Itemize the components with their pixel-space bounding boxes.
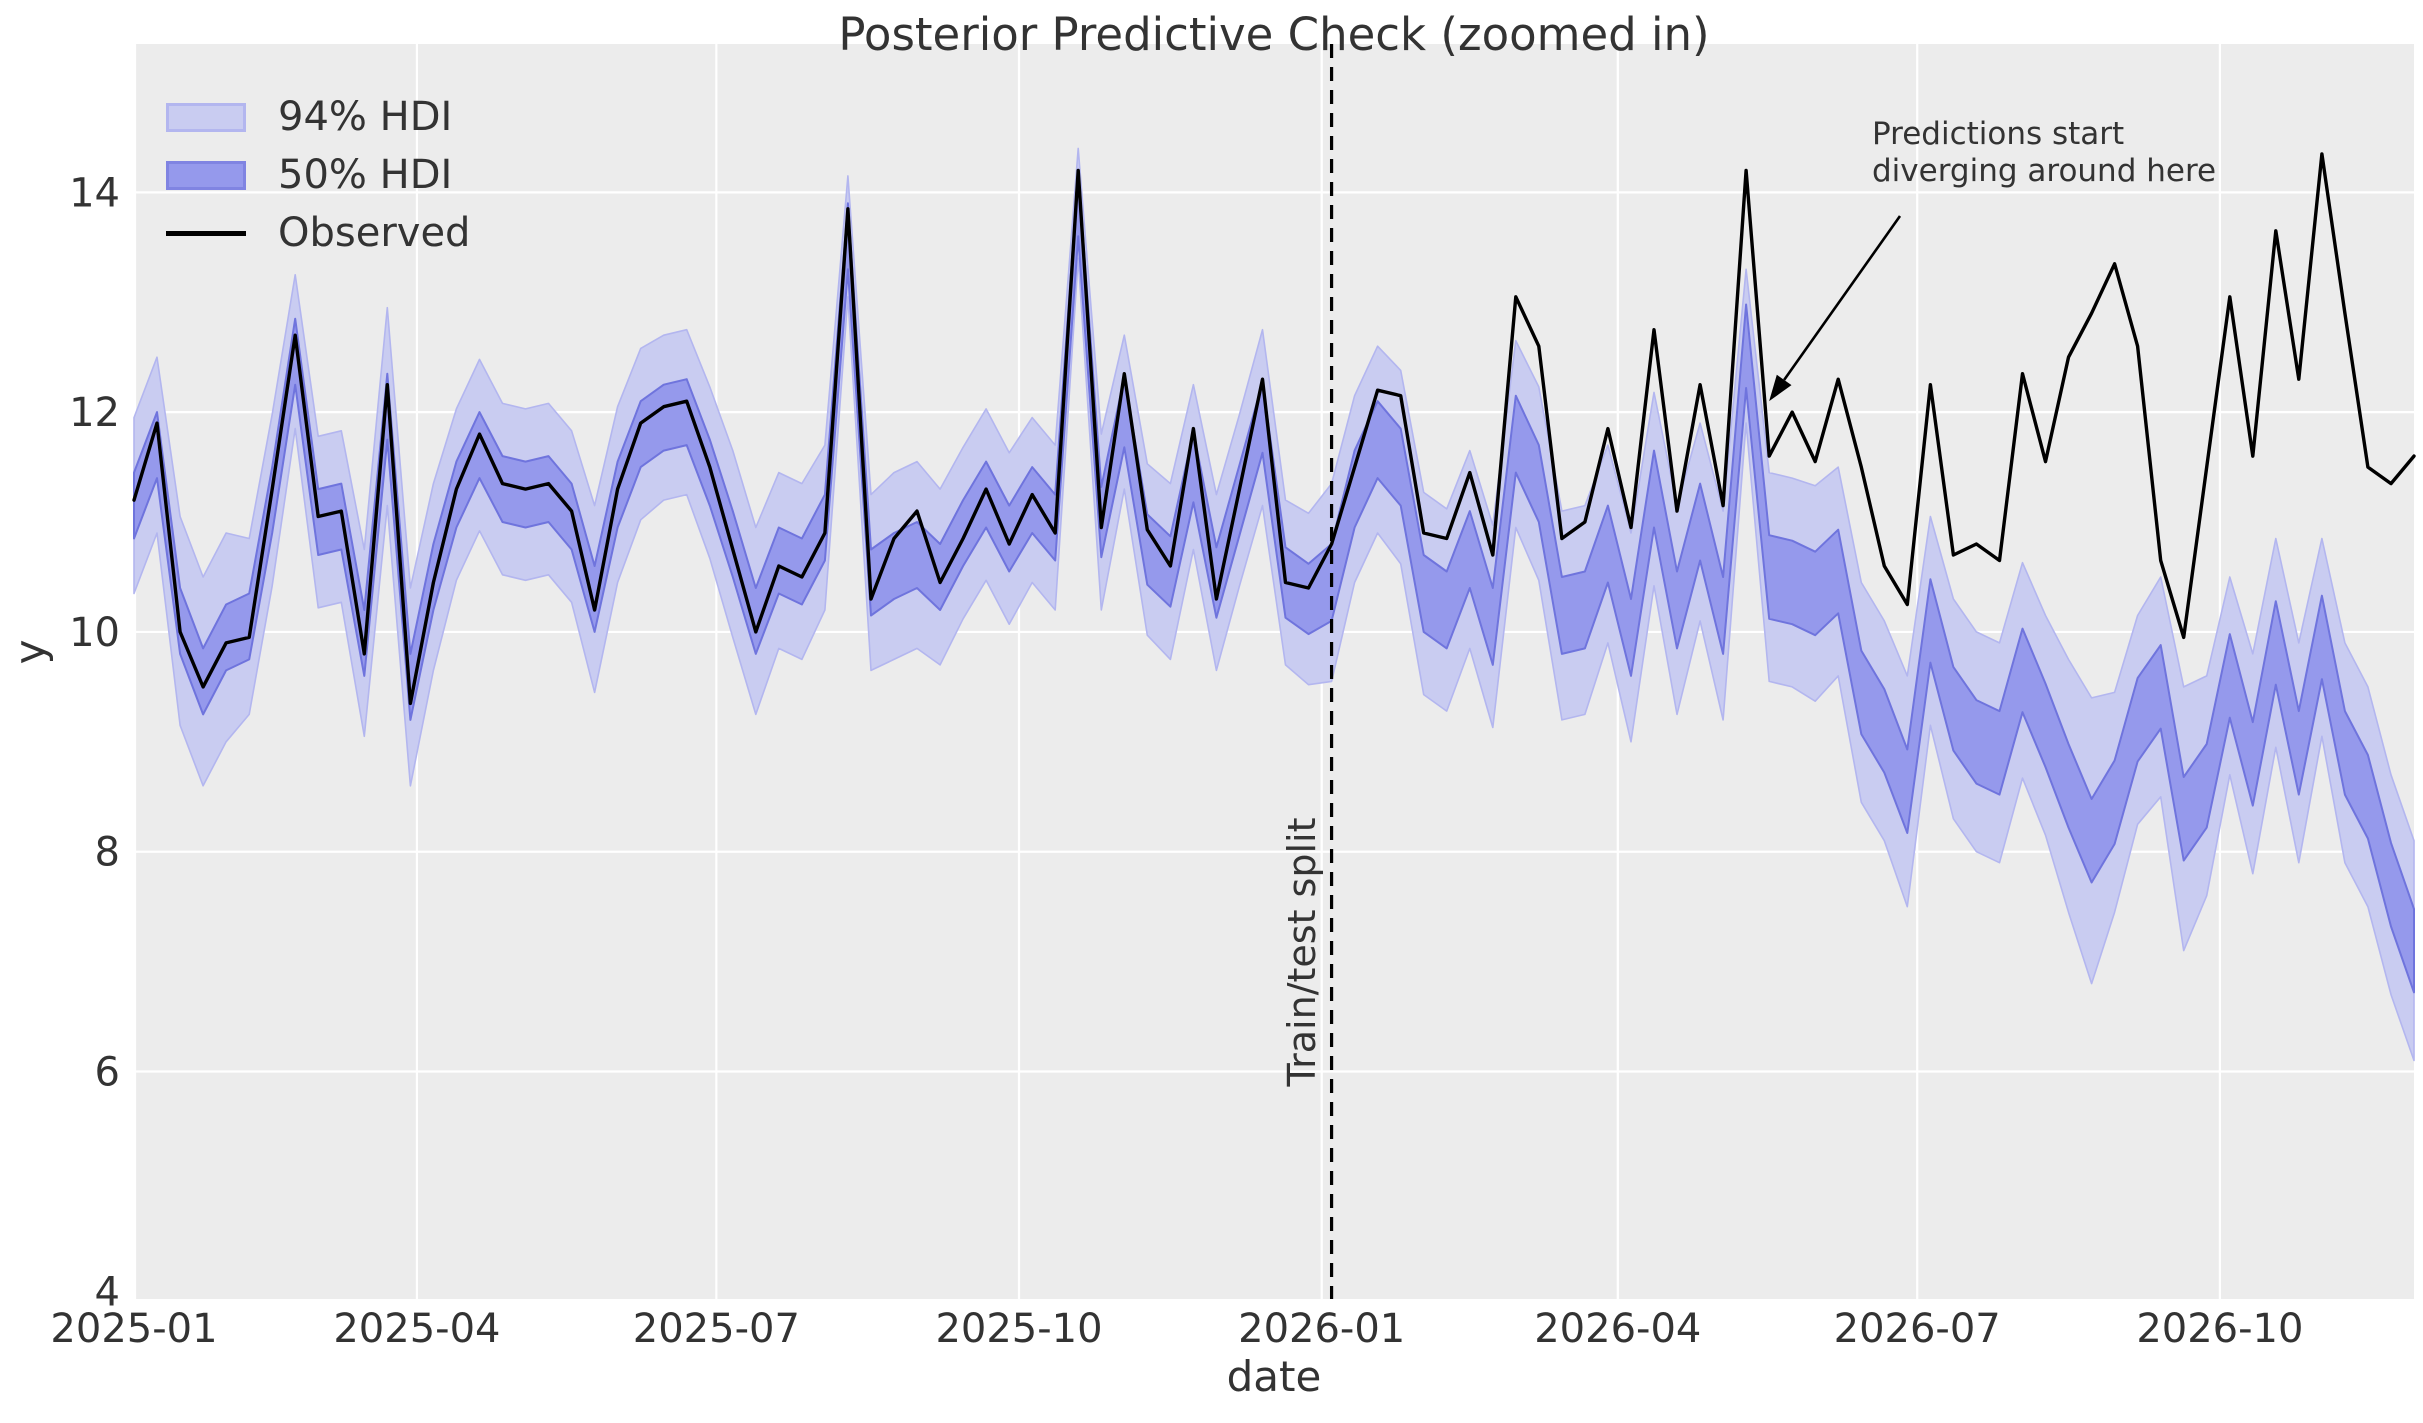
split-line-label: Train/test split	[1280, 817, 1324, 1087]
annotation-arrowhead-icon	[1769, 374, 1792, 402]
observed-line	[132, 152, 2416, 706]
x-tick-label: 2026-07	[1834, 1306, 2001, 1352]
y-tick-label: 12	[69, 390, 120, 436]
x-tick-label: 2025-10	[935, 1306, 1102, 1352]
x-tick-label: 2026-04	[1534, 1306, 1701, 1352]
legend-item-94-hdi: 94% HDI	[166, 94, 470, 140]
observed-line-icon	[166, 230, 246, 236]
y-tick-label: 4	[95, 1269, 120, 1315]
y-tick-label: 10	[69, 610, 120, 656]
annotation-arrow-line	[1783, 215, 1902, 381]
legend: 94% HDI 50% HDI Observed	[166, 94, 471, 256]
y-axis-label: y	[5, 639, 55, 665]
legend-label: 50% HDI	[278, 152, 453, 198]
hdi50-swatch-icon	[166, 160, 246, 190]
x-tick-label: 2026-10	[2136, 1306, 2303, 1352]
x-axis-label: date	[1226, 1352, 1322, 1401]
chart-title: Posterior Predictive Check (zoomed in)	[838, 8, 1710, 61]
x-tick-label: 2025-04	[333, 1306, 500, 1352]
annotation-line-1: Predictions start	[1872, 116, 2125, 152]
legend-item-observed: Observed	[166, 210, 471, 256]
annotation-line-2: diverging around here	[1872, 153, 2217, 189]
x-tick-label: 2025-07	[633, 1306, 800, 1352]
annotation-text: Predictions start diverging around here	[1872, 116, 2216, 190]
y-tick-label: 6	[95, 1050, 120, 1096]
y-tick-label: 8	[95, 830, 120, 876]
y-tick-label: 14	[69, 170, 120, 216]
x-tick-label: 2026-01	[1238, 1306, 1405, 1352]
hdi94-band	[133, 147, 2415, 1062]
legend-label: 94% HDI	[278, 94, 453, 140]
x-tick-label: 2025-01	[50, 1306, 217, 1352]
legend-label: Observed	[278, 210, 471, 256]
legend-item-50-hdi: 50% HDI	[166, 152, 470, 198]
hdi94-swatch-icon	[166, 102, 246, 132]
